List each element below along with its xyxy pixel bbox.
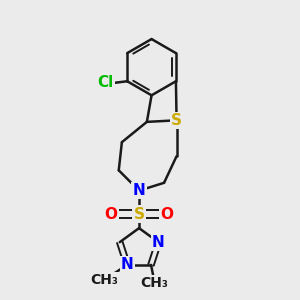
Text: N: N bbox=[121, 257, 134, 272]
Text: CH₃: CH₃ bbox=[141, 276, 169, 290]
Text: O: O bbox=[161, 207, 174, 222]
Text: S: S bbox=[171, 113, 182, 128]
Text: Cl: Cl bbox=[97, 75, 113, 90]
Text: CH₃: CH₃ bbox=[91, 273, 118, 287]
Text: O: O bbox=[104, 207, 117, 222]
Text: N: N bbox=[152, 235, 165, 250]
Text: N: N bbox=[133, 183, 146, 198]
Text: S: S bbox=[134, 207, 145, 222]
